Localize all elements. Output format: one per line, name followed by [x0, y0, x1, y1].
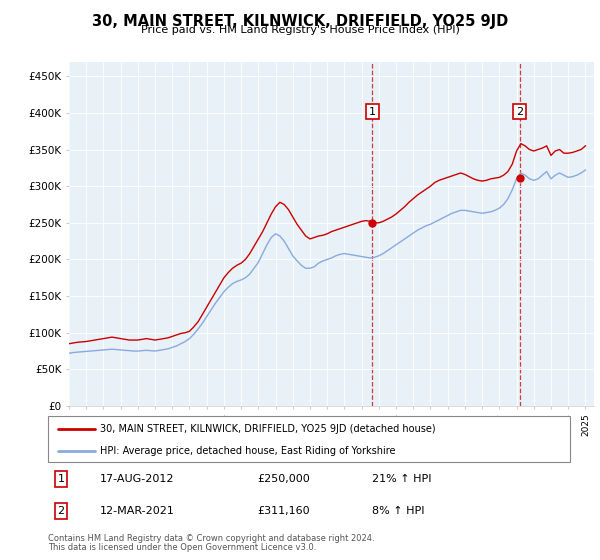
FancyBboxPatch shape [48, 416, 570, 462]
Text: £311,160: £311,160 [257, 506, 310, 516]
Text: 8% ↑ HPI: 8% ↑ HPI [371, 506, 424, 516]
Text: 1: 1 [369, 106, 376, 116]
Text: Contains HM Land Registry data © Crown copyright and database right 2024.: Contains HM Land Registry data © Crown c… [48, 534, 374, 543]
Text: 12-MAR-2021: 12-MAR-2021 [100, 506, 175, 516]
Text: 30, MAIN STREET, KILNWICK, DRIFFIELD, YO25 9JD: 30, MAIN STREET, KILNWICK, DRIFFIELD, YO… [92, 14, 508, 29]
Text: 17-AUG-2012: 17-AUG-2012 [100, 474, 175, 484]
Text: £250,000: £250,000 [257, 474, 310, 484]
Text: This data is licensed under the Open Government Licence v3.0.: This data is licensed under the Open Gov… [48, 543, 316, 552]
Text: 30, MAIN STREET, KILNWICK, DRIFFIELD, YO25 9JD (detached house): 30, MAIN STREET, KILNWICK, DRIFFIELD, YO… [100, 424, 436, 434]
Text: 2: 2 [516, 106, 523, 116]
Text: 21% ↑ HPI: 21% ↑ HPI [371, 474, 431, 484]
Text: 1: 1 [58, 474, 65, 484]
Text: HPI: Average price, detached house, East Riding of Yorkshire: HPI: Average price, detached house, East… [100, 446, 396, 456]
Text: 2: 2 [58, 506, 65, 516]
Text: Price paid vs. HM Land Registry's House Price Index (HPI): Price paid vs. HM Land Registry's House … [140, 25, 460, 35]
